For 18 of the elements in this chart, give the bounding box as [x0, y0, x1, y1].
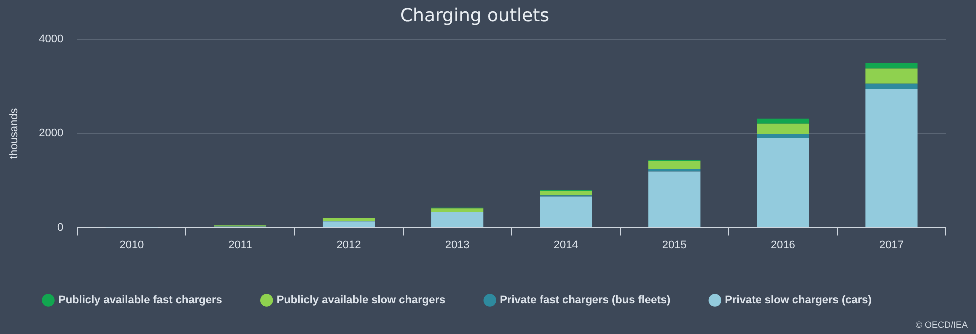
x-tick-label: 2011 — [228, 239, 252, 252]
x-tick-label: 2013 — [445, 239, 470, 252]
x-tick-label: 2010 — [120, 239, 144, 252]
text: © OECD/IEA — [916, 320, 968, 330]
y-tick-label: 4000 — [39, 34, 64, 46]
legend-label: Private fast chargers (bus fleets) — [500, 294, 671, 307]
y-tick-label: 0 — [58, 222, 64, 234]
x-tick-label: 2017 — [879, 239, 904, 252]
legend-label: Private slow chargers (cars) — [725, 294, 872, 307]
x-tick-label: 2012 — [336, 239, 362, 252]
x-tick-label: 2016 — [770, 239, 796, 252]
x-tick-label: 2015 — [662, 239, 687, 252]
x-tick-label: 2014 — [554, 239, 578, 252]
y-axis-title: thousands — [8, 108, 21, 160]
legend-label: Publicly available fast chargers — [58, 294, 222, 307]
y-tick-label: 2000 — [39, 128, 64, 140]
chart-title: Charging outlets — [400, 5, 550, 26]
legend-label: Publicly available slow chargers — [276, 294, 446, 307]
